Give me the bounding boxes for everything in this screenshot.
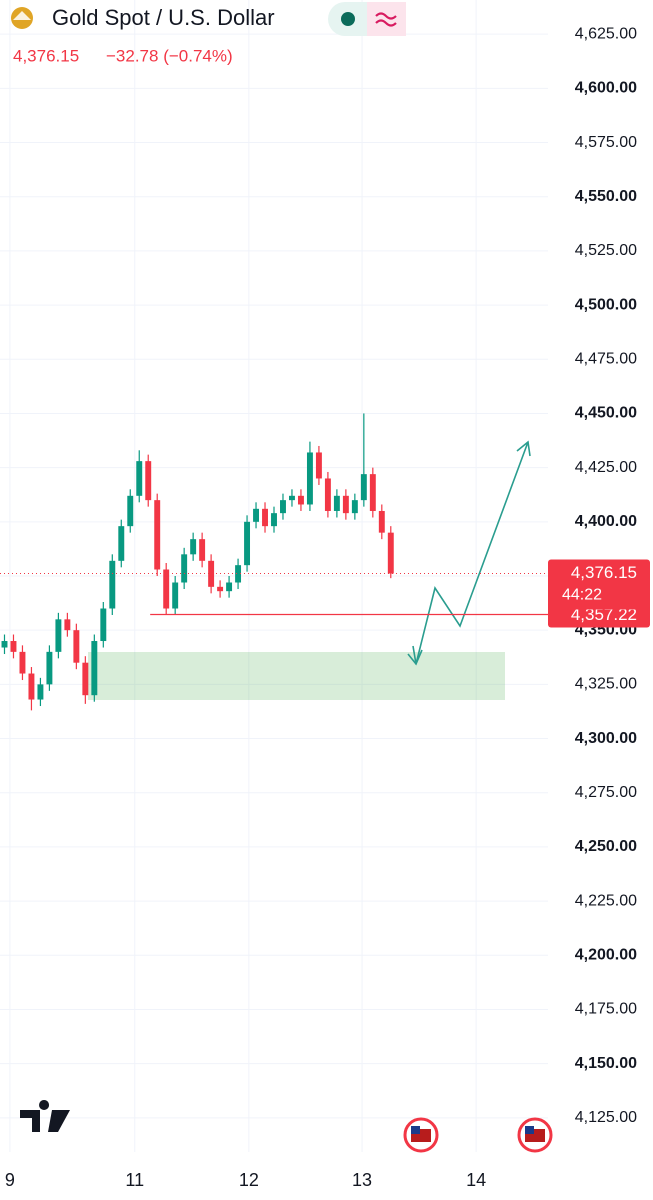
y-tick-label: 4,575.00 [575, 134, 637, 151]
y-tick-label: 4,525.00 [575, 242, 637, 259]
candle-body [145, 461, 152, 501]
candle-body [271, 513, 277, 527]
y-tick-label: 4,600.00 [575, 80, 637, 97]
candle-body [333, 495, 340, 511]
candle-body [64, 619, 71, 631]
chart-title: Gold Spot / U.S. Dollar [52, 5, 275, 30]
event-flag[interactable] [517, 1117, 553, 1153]
tv-logo [20, 1100, 70, 1132]
candle-body [109, 560, 116, 609]
x-tick-label: 14 [466, 1170, 486, 1190]
candle-body [351, 500, 358, 514]
y-tick-label: 4,400.00 [575, 513, 637, 530]
candle-body [181, 554, 188, 583]
y-tick-label: 4,225.00 [575, 892, 637, 909]
candle-body [55, 619, 62, 652]
y-tick-label: 4,250.00 [575, 838, 637, 855]
candle-body [360, 474, 367, 501]
y-tick-label: 4,425.00 [575, 459, 637, 476]
candle-body [154, 500, 161, 570]
x-tick-label: 13 [352, 1170, 372, 1190]
candle-body [73, 630, 80, 663]
candle-body [82, 662, 89, 696]
candle-body [342, 495, 349, 514]
delay-icon [375, 12, 397, 27]
candle-body [1, 641, 8, 648]
grid [0, 0, 548, 1152]
x-tick-label: 9 [5, 1170, 15, 1190]
y-tick-label: 4,325.00 [575, 676, 637, 693]
candle-body [127, 495, 134, 527]
candle-body [315, 452, 322, 479]
candle-body [262, 508, 268, 527]
last-price-label: 4,376.15 [571, 563, 637, 582]
y-tick-label: 4,175.00 [575, 1001, 637, 1018]
candle-body [118, 526, 125, 561]
candle-body [217, 586, 224, 592]
y-tick-label: 4,125.00 [575, 1109, 637, 1126]
symbol-icon-mark [13, 11, 31, 20]
header-price: 4,376.15 [13, 46, 79, 65]
candle-body [387, 532, 394, 574]
candle-body [297, 495, 304, 505]
candle-body [28, 673, 35, 700]
y-tick-label: 4,500.00 [575, 296, 637, 313]
x-axis-bg [0, 1152, 653, 1200]
candle-body [289, 495, 295, 501]
y-tick-label: 4,200.00 [575, 946, 637, 963]
y-tick-label: 4,475.00 [575, 350, 637, 367]
candle-body [46, 651, 53, 685]
candle-body [306, 452, 313, 505]
y-tick-label: 4,625.00 [575, 25, 637, 42]
y-tick-label: 4,550.00 [575, 188, 637, 205]
candle-body [199, 539, 206, 561]
flag-canton [525, 1126, 534, 1134]
last-price-label-bg [548, 559, 650, 610]
demand-zone [88, 652, 505, 700]
axes: 4,125.00 4,150.00 4,175.00 4,200.00 4,225.00… [5, 25, 650, 1190]
candle-body [136, 461, 143, 496]
candle-body [190, 539, 197, 555]
status-pill-right [367, 2, 406, 36]
arrow-tail [407, 649, 423, 666]
candle-body [244, 521, 251, 566]
y-tick-label: 4,275.00 [575, 784, 637, 801]
y-tick-label: 4,300.00 [575, 730, 637, 747]
candle-body [172, 582, 179, 609]
candle-body [253, 508, 259, 522]
candle-body [280, 500, 286, 514]
candle-body [369, 474, 376, 511]
candle-body [100, 608, 107, 642]
y-tick-label: 4,450.00 [575, 405, 637, 422]
candle-body [19, 651, 26, 674]
flag-canton [411, 1126, 420, 1134]
candle-body [235, 565, 242, 583]
header-change: −32.78 (−0.74%) [106, 46, 233, 65]
candle-body [208, 560, 215, 587]
candle-body [226, 582, 233, 592]
candle-body [10, 641, 17, 652]
candle-body [324, 478, 331, 511]
horizontal-line-label: 4,357.22 [571, 605, 637, 624]
event-flag[interactable] [403, 1117, 439, 1153]
countdown: 44:22 [562, 587, 602, 604]
x-tick-label: 11 [125, 1170, 144, 1190]
candle-body [91, 641, 98, 696]
candle-body [37, 684, 44, 700]
market-open-dot [341, 12, 355, 26]
candle-body [163, 569, 170, 609]
y-tick-label: 4,150.00 [575, 1055, 637, 1072]
candles [0, 413, 548, 711]
candle-body [378, 510, 385, 533]
arrow-head [516, 440, 531, 457]
projection-arrow [412, 441, 529, 665]
x-tick-label: 12 [239, 1170, 259, 1190]
